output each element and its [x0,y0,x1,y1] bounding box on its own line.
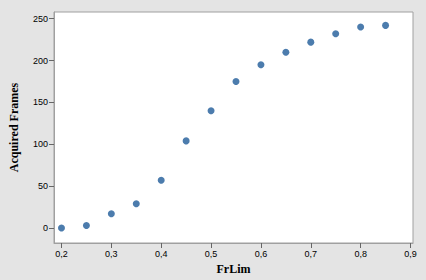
svg-text:0: 0 [43,223,48,233]
svg-text:200: 200 [33,56,48,66]
svg-text:150: 150 [33,97,48,107]
svg-text:0,5: 0,5 [205,249,218,259]
svg-text:100: 100 [33,139,48,149]
svg-text:Acquired Frames: Acquired Frames [7,82,21,172]
svg-text:0,7: 0,7 [305,249,318,259]
svg-text:FrLim: FrLim [217,262,251,276]
svg-text:0,9: 0,9 [404,249,417,259]
svg-text:0,6: 0,6 [255,249,268,259]
svg-text:250: 250 [33,14,48,24]
svg-text:0,2: 0,2 [55,249,68,259]
svg-text:0,8: 0,8 [354,249,367,259]
svg-text:50: 50 [38,181,48,191]
svg-text:0,4: 0,4 [155,249,168,259]
svg-text:0,3: 0,3 [105,249,118,259]
